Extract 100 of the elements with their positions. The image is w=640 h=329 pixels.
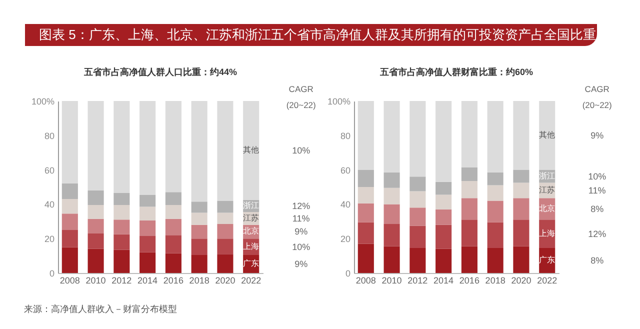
bar: [217, 212, 234, 224]
text: 9%: [590, 130, 604, 140]
bar: [384, 172, 400, 188]
bar: [539, 101, 556, 170]
series-label: 上海: [243, 242, 260, 251]
bar: [88, 248, 104, 273]
x-tick-label: 2008: [60, 276, 80, 286]
y-tick-label: 40: [44, 200, 54, 210]
bar: [410, 176, 426, 192]
series-label: 广东: [243, 258, 260, 268]
bar: [384, 204, 400, 224]
bar: [436, 182, 452, 195]
series-label: 上海: [539, 228, 556, 238]
x-tick-label: 2010: [382, 276, 402, 286]
x-tick-label: 2012: [112, 276, 132, 286]
bar: [513, 170, 530, 183]
bar: [62, 214, 78, 230]
bar: [410, 248, 426, 273]
text: (20~22): [286, 100, 316, 110]
chart-title: 五省市占高净值人群人口比重：约44%: [82, 67, 238, 77]
bar: [436, 194, 452, 210]
bar: [436, 248, 452, 273]
text: 11%: [588, 185, 606, 196]
bar: [140, 206, 156, 221]
x-tick-label: 2010: [86, 276, 106, 286]
bar: [487, 185, 504, 201]
x-tick-label: 2022: [241, 276, 262, 286]
bar: [436, 101, 452, 182]
bar: [217, 101, 234, 201]
bar: [191, 202, 208, 213]
x-tick-label: 2022: [537, 276, 558, 286]
bar: [410, 208, 426, 226]
bar: [140, 236, 156, 252]
bar: [62, 184, 78, 200]
bar: [487, 200, 504, 222]
bar: [410, 101, 426, 177]
bar: [217, 254, 234, 273]
x-tick-label: 2014: [434, 276, 454, 286]
bar: [165, 218, 182, 236]
bar: [461, 220, 478, 246]
bar: [165, 205, 182, 219]
bar: [88, 233, 104, 249]
bar: [410, 226, 426, 248]
y-tick-label: 20: [44, 234, 54, 244]
text: 10%: [588, 171, 606, 182]
bar: [436, 209, 452, 225]
text: (20~22): [582, 100, 612, 110]
x-tick-label: 2016: [163, 276, 184, 286]
text: CAGR: [288, 84, 314, 94]
x-tick-label: 2020: [511, 276, 532, 286]
bar: [513, 198, 530, 220]
bar: [114, 250, 130, 273]
bar: [384, 224, 400, 246]
bar: [191, 238, 208, 255]
x-tick-label: 2018: [485, 276, 506, 286]
bar: [62, 230, 78, 248]
bar: [487, 222, 504, 248]
y-tick-label: 20: [340, 234, 350, 244]
bar: [62, 101, 78, 184]
series-label: 北京: [243, 226, 260, 236]
bar: [62, 247, 78, 273]
bar: [513, 220, 530, 246]
text: 8%: [590, 204, 604, 214]
bar: [358, 244, 374, 273]
bar: [410, 191, 426, 208]
bar: [165, 192, 182, 206]
bar: [487, 101, 504, 172]
series-label: 北京: [539, 204, 556, 213]
bar: [217, 238, 234, 254]
text: 10%: [292, 242, 310, 252]
chart-title: 五省市占高净值人群财富比重：约60%: [378, 67, 534, 77]
series-label: 广东: [539, 256, 556, 265]
y-tick-label: 60: [44, 165, 54, 176]
x-tick-label: 2018: [189, 276, 210, 286]
bar: [191, 224, 208, 239]
bar: [461, 167, 478, 181]
series-label: 其他: [539, 130, 556, 140]
x-tick-label: 2008: [356, 276, 376, 286]
bar: [358, 222, 374, 244]
bar: [384, 101, 400, 172]
text: 12%: [292, 200, 310, 211]
y-tick-label: 0: [49, 268, 54, 278]
bar: [191, 212, 208, 225]
text: CAGR: [584, 84, 610, 94]
x-tick-label: 2016: [459, 276, 480, 286]
bar: [461, 246, 478, 273]
bar: [358, 170, 374, 187]
bar: [243, 101, 260, 200]
bar: [217, 200, 234, 213]
bar: [191, 101, 208, 202]
series-label: 江苏: [539, 185, 556, 194]
bar: [88, 101, 104, 190]
bar: [165, 235, 182, 254]
text: 12%: [588, 228, 606, 239]
y-tick-label: 100%: [31, 96, 54, 106]
source-note: 来源：高净值人群收入－财富分布模型: [24, 303, 177, 316]
y-tick-label: 0: [345, 268, 350, 278]
bar: [88, 205, 104, 219]
text: 11%: [292, 213, 310, 224]
y-tick-label: 40: [340, 200, 350, 210]
